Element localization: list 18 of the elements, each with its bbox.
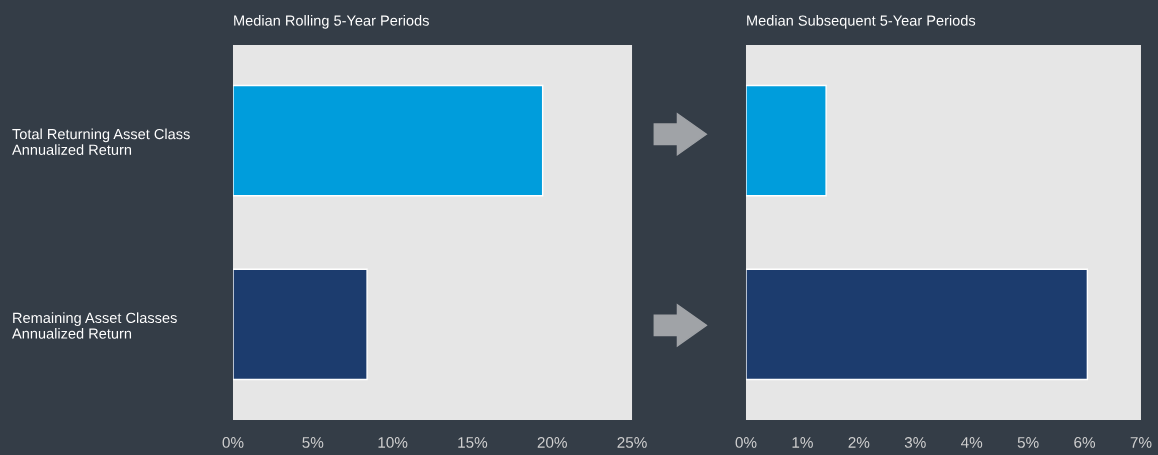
- x-tick-label: 5%: [302, 437, 324, 448]
- y-tick-label: Total Returning Asset Class Annualized Return: [12, 128, 190, 155]
- x-tick-label: 6%: [1074, 437, 1096, 448]
- x-tick-label: 0%: [222, 437, 244, 448]
- x-tick-label: 20%: [537, 437, 567, 448]
- chart-title: Median Rolling 5-Year Periods: [234, 15, 429, 29]
- x-tick-label: 1%: [792, 437, 813, 448]
- x-tick-label: 3%: [904, 437, 926, 448]
- x-tick-label: 0%: [735, 437, 757, 448]
- x-tick-label: 25%: [617, 437, 647, 448]
- x-tick-label: 15%: [458, 437, 488, 448]
- x-tick-label: 4%: [961, 437, 983, 448]
- x-tick-label: 7%: [1130, 437, 1152, 448]
- y-tick-label: Remaining Asset Classes Annualized Return: [12, 312, 177, 339]
- x-tick-label: 2%: [848, 437, 870, 448]
- x-tick-label: 5%: [1017, 437, 1039, 448]
- chart-title: Median Subsequent 5-Year Periods: [747, 15, 976, 29]
- x-tick-label: 10%: [378, 437, 408, 448]
